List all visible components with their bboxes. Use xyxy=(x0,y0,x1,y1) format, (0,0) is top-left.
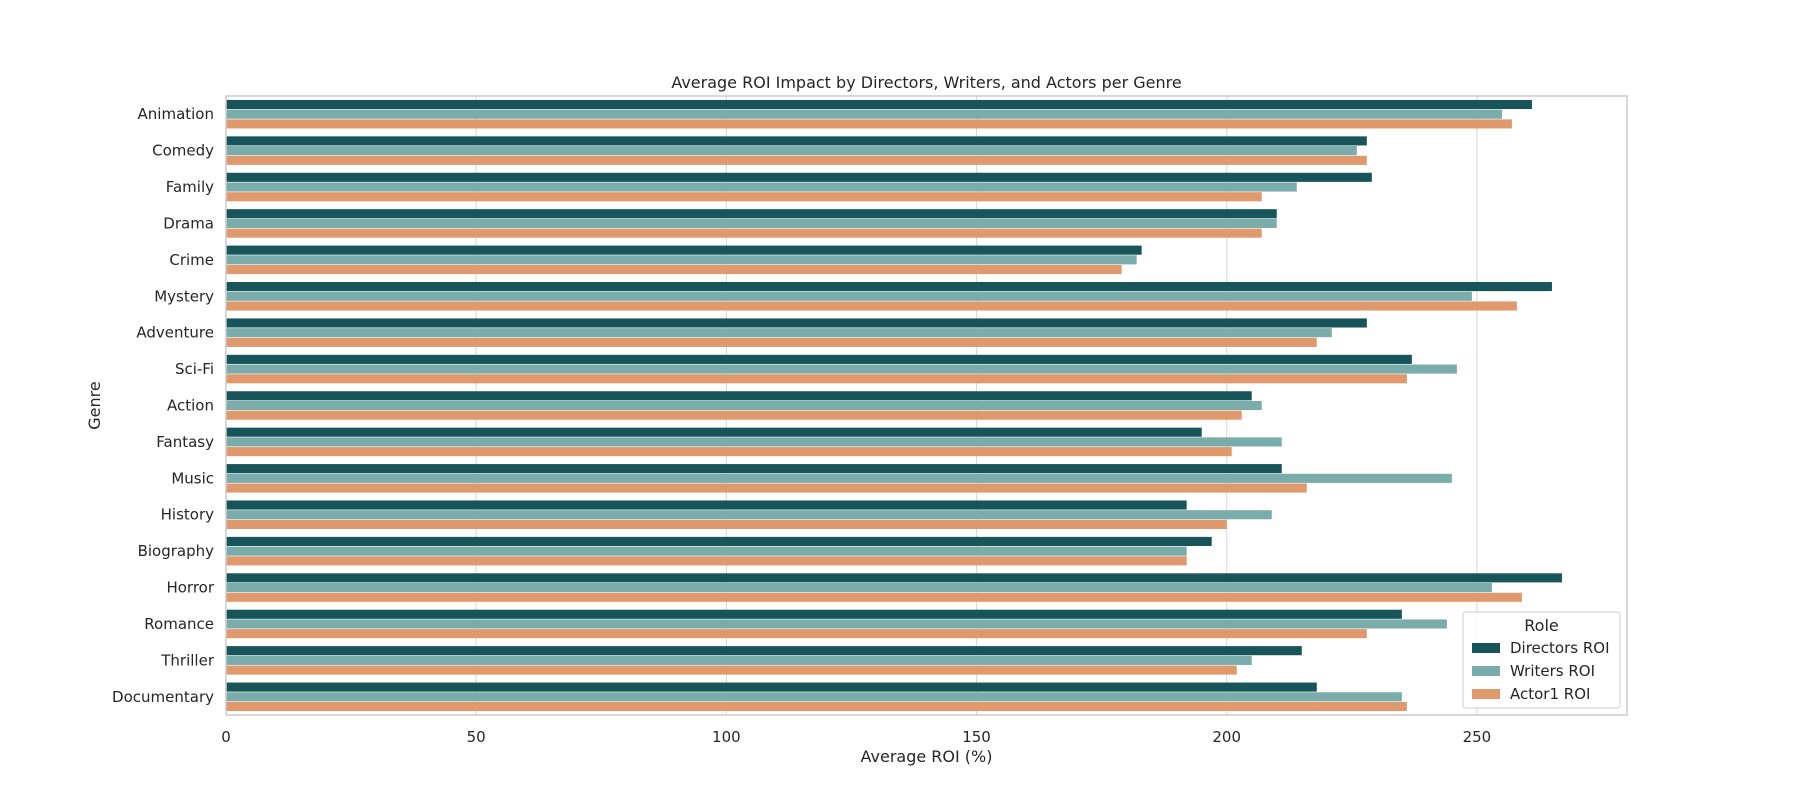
axes: 0 50 100 150 200 250 Animation Comedy Family Dram… xyxy=(112,95,1628,746)
bar-actor1-roi-family xyxy=(226,192,1262,202)
x-tick-label: 100 xyxy=(712,728,741,746)
legend-label: Directors ROI xyxy=(1510,639,1610,657)
y-tick-label: Crime xyxy=(169,251,214,269)
y-tick-label: Drama xyxy=(163,214,214,232)
y-tick-label: Thriller xyxy=(160,651,215,669)
x-tick-label: 250 xyxy=(1463,728,1492,746)
bar-writers-roi-drama xyxy=(226,218,1277,228)
bar-actor1-roi-sci-fi xyxy=(226,374,1407,384)
x-tick-label: 0 xyxy=(221,728,231,746)
bar-writers-roi-animation xyxy=(226,109,1502,119)
bar-actor1-roi-drama xyxy=(226,228,1262,238)
bar-writers-roi-action xyxy=(226,400,1262,411)
bar-writers-roi-music xyxy=(226,473,1452,483)
y-tick-label: Sci-Fi xyxy=(175,360,214,378)
bar-actor1-roi-fantasy xyxy=(226,447,1232,457)
bar-actor1-roi-thriller xyxy=(226,665,1237,675)
bar-directors-roi-documentary xyxy=(226,682,1317,692)
bar-actor1-roi-music xyxy=(226,483,1307,493)
y-tick-label: Adventure xyxy=(136,324,214,342)
x-tick-label: 150 xyxy=(962,728,991,746)
bar-directors-roi-crime xyxy=(226,245,1142,255)
y-tick-label: Action xyxy=(167,397,214,415)
y-tick-label: Documentary xyxy=(112,688,214,706)
bar-directors-roi-comedy xyxy=(226,136,1367,146)
bar-directors-roi-animation xyxy=(226,99,1532,110)
bar-directors-roi-mystery xyxy=(226,282,1552,292)
legend-swatch xyxy=(1472,689,1500,699)
y-tick-label: Fantasy xyxy=(156,433,214,451)
y-tick-label: Music xyxy=(171,469,214,487)
bar-actor1-roi-comedy xyxy=(226,155,1367,165)
y-tick-label: Biography xyxy=(138,542,215,560)
legend-label: Actor1 ROI xyxy=(1510,685,1590,703)
bar-directors-roi-fantasy xyxy=(226,427,1202,437)
bar-writers-roi-comedy xyxy=(226,146,1357,156)
bar-actor1-roi-action xyxy=(226,410,1242,420)
x-axis-title: Average ROI (%) xyxy=(861,747,993,766)
bar-directors-roi-history xyxy=(226,500,1187,510)
bar-actor1-roi-romance xyxy=(226,629,1367,639)
bar-writers-roi-family xyxy=(226,182,1297,192)
x-tick-label: 50 xyxy=(467,728,486,746)
legend-swatch xyxy=(1472,666,1500,676)
bar-writers-roi-romance xyxy=(226,619,1447,629)
bar-writers-roi-thriller xyxy=(226,655,1252,665)
y-tick-label: Family xyxy=(166,178,214,196)
bars xyxy=(226,99,1562,712)
bar-directors-roi-drama xyxy=(226,209,1277,219)
bar-directors-roi-thriller xyxy=(226,646,1302,656)
bar-writers-roi-crime xyxy=(226,255,1137,265)
y-tick-label: Horror xyxy=(166,579,214,597)
x-tick-label: 200 xyxy=(1212,728,1241,746)
bar-directors-roi-action xyxy=(226,391,1252,401)
bar-writers-roi-mystery xyxy=(226,291,1472,301)
legend-title: Role xyxy=(1524,616,1558,635)
y-tick-label: Animation xyxy=(138,105,214,123)
y-tick-label: Comedy xyxy=(152,142,214,160)
bar-writers-roi-adventure xyxy=(226,328,1332,338)
bar-actor1-roi-animation xyxy=(226,119,1512,129)
bar-directors-roi-adventure xyxy=(226,318,1367,328)
bar-writers-roi-biography xyxy=(226,546,1187,556)
bar-writers-roi-documentary xyxy=(226,692,1402,702)
bar-actor1-roi-biography xyxy=(226,556,1187,566)
bar-actor1-roi-documentary xyxy=(226,701,1407,712)
bar-directors-roi-sci-fi xyxy=(226,354,1412,364)
bar-directors-roi-biography xyxy=(226,536,1212,546)
bar-actor1-roi-history xyxy=(226,519,1227,529)
bar-writers-roi-sci-fi xyxy=(226,364,1457,374)
y-axis-title: Genre xyxy=(85,381,104,429)
bar-writers-roi-fantasy xyxy=(226,437,1282,447)
bar-actor1-roi-horror xyxy=(226,592,1522,602)
legend-label: Writers ROI xyxy=(1510,662,1595,680)
legend-box xyxy=(1462,611,1621,709)
bar-writers-roi-history xyxy=(226,510,1272,520)
y-tick-label: Mystery xyxy=(154,287,214,305)
bar-actor1-roi-crime xyxy=(226,265,1122,275)
bar-actor1-roi-mystery xyxy=(226,301,1517,311)
bar-actor1-roi-adventure xyxy=(226,337,1317,347)
bar-directors-roi-romance xyxy=(226,609,1402,619)
bar-directors-roi-music xyxy=(226,464,1282,474)
plot-frame xyxy=(225,95,1628,716)
y-tick-label: Romance xyxy=(144,615,214,633)
legend-swatch xyxy=(1472,643,1500,653)
chart-title: Average ROI Impact by Directors, Writers… xyxy=(671,73,1181,92)
bar-directors-roi-horror xyxy=(226,573,1562,583)
bar-directors-roi-family xyxy=(226,172,1372,182)
legend: Role Directors ROI Writers ROI Actor1 ROI xyxy=(1462,611,1621,709)
y-tick-label: History xyxy=(161,506,214,524)
bar-writers-roi-horror xyxy=(226,583,1492,593)
